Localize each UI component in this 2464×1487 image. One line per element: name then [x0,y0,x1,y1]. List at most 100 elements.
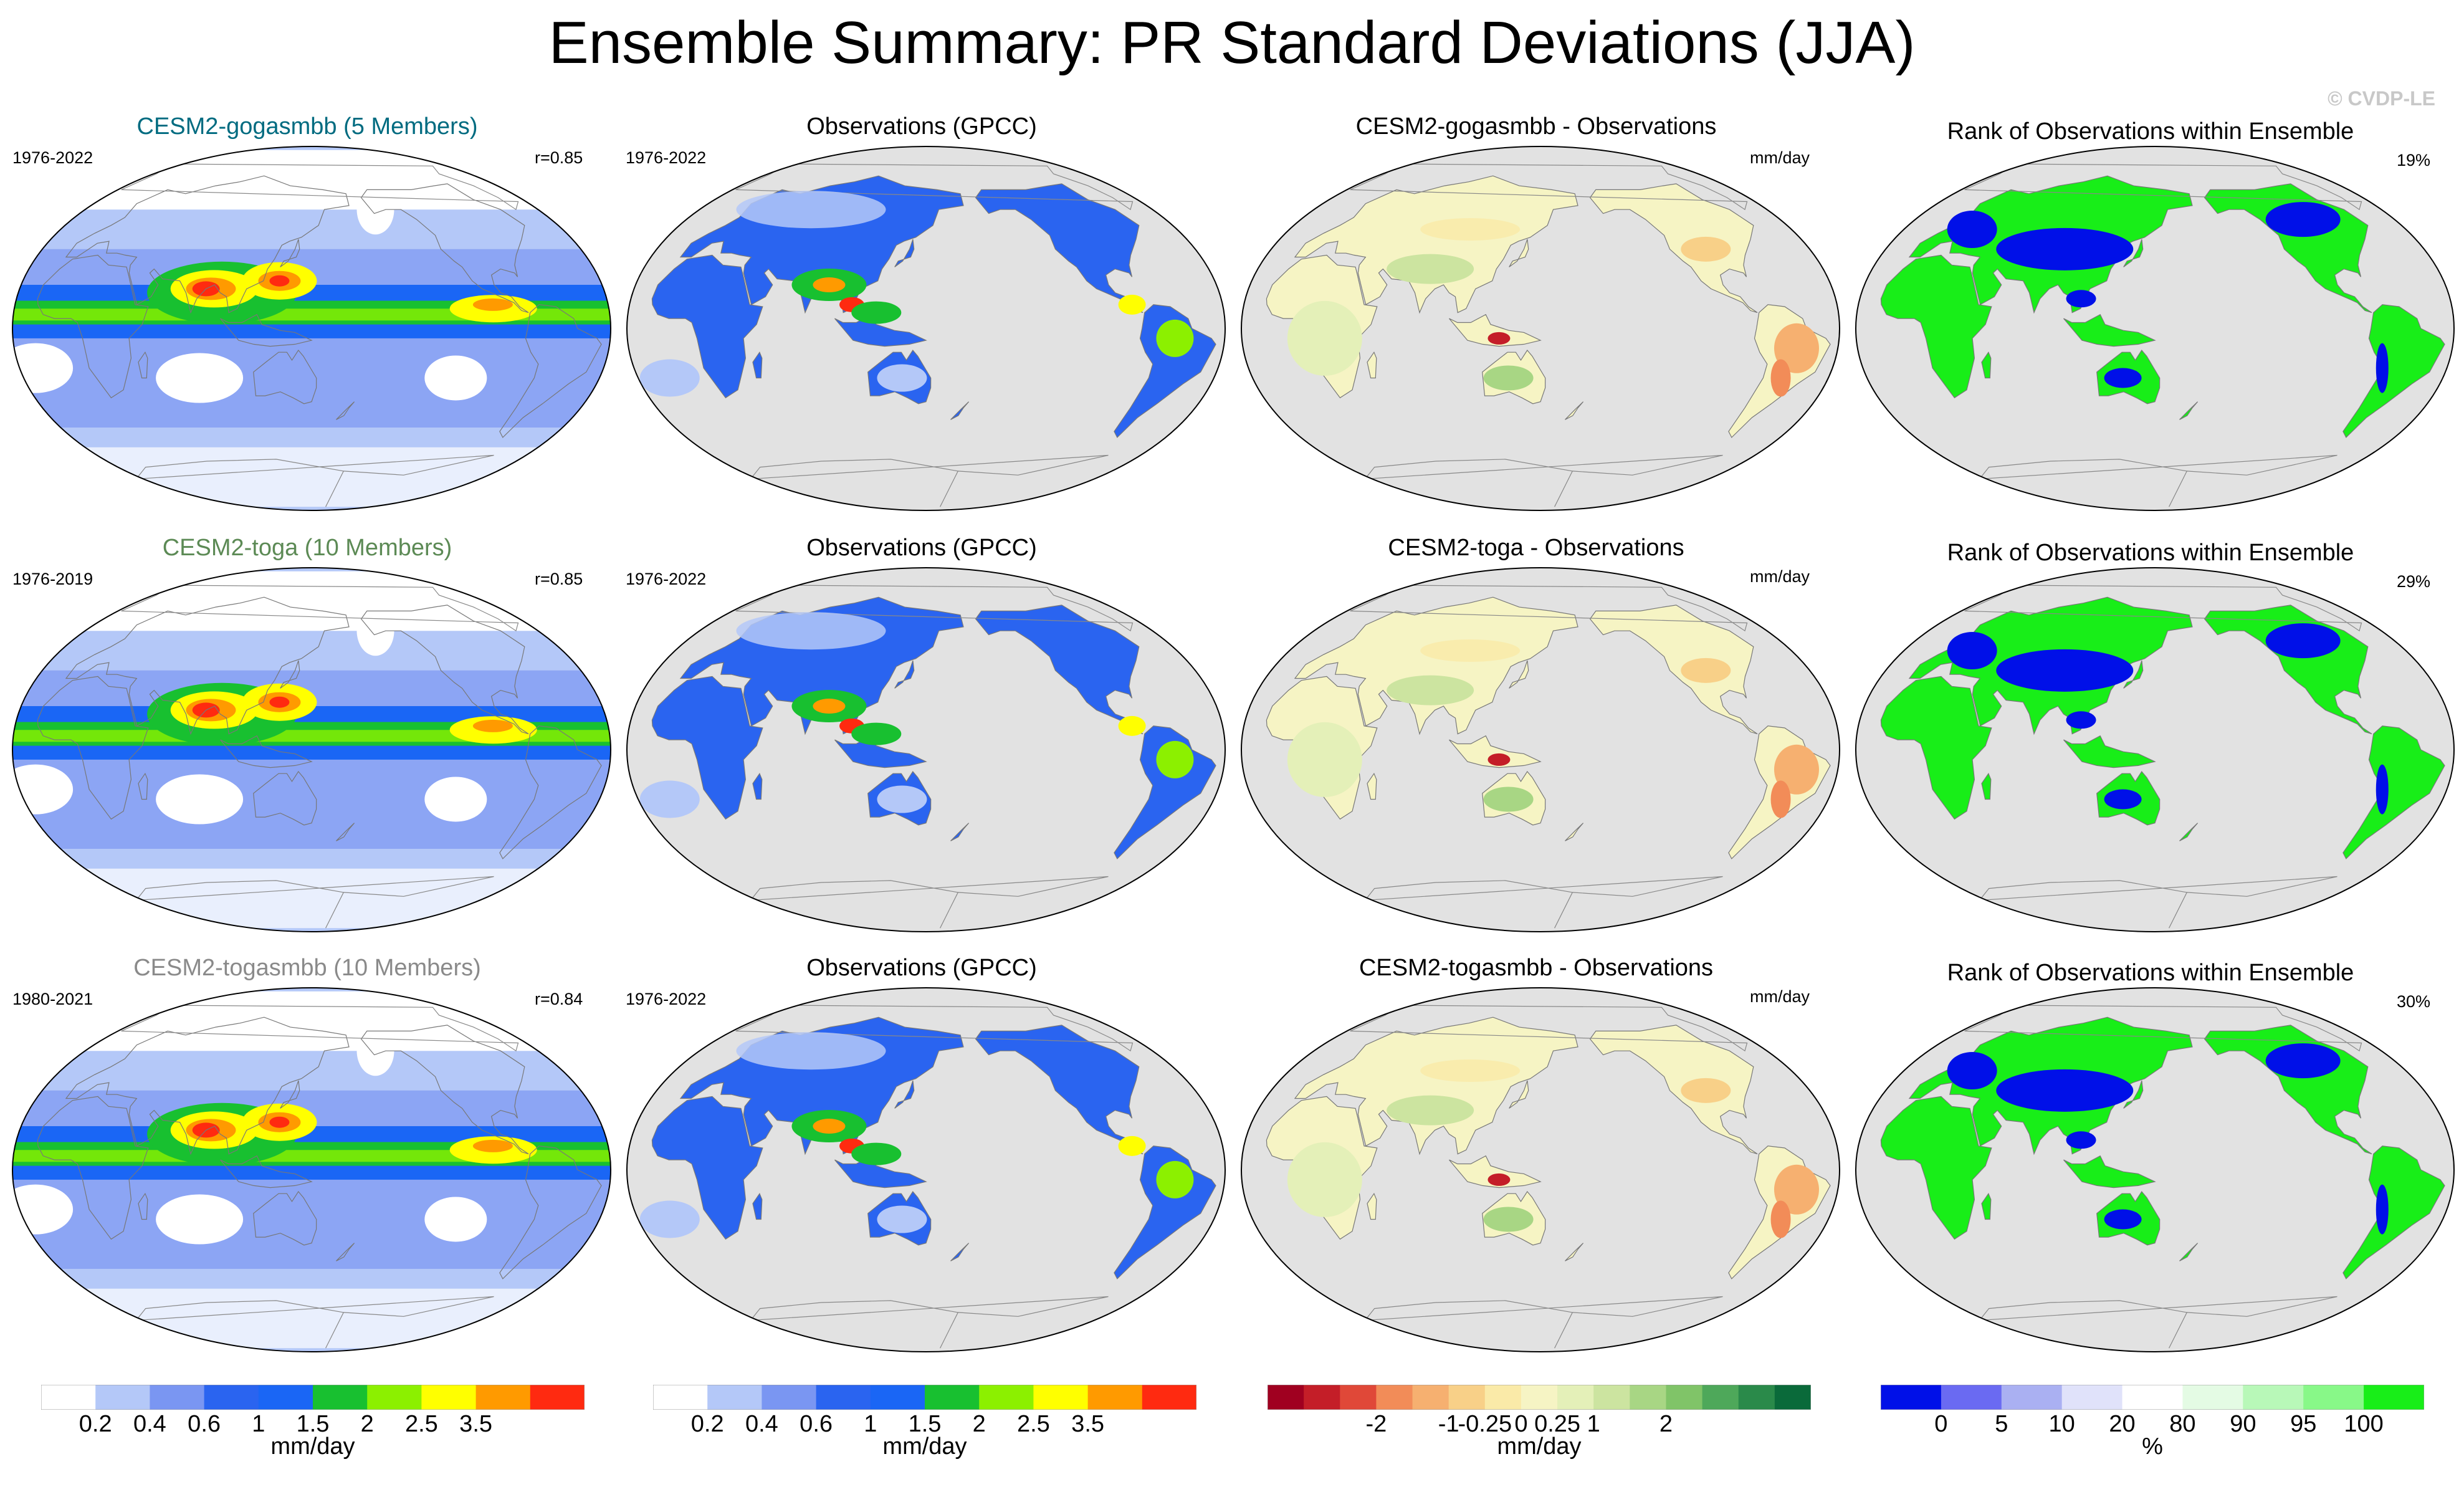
stdev-colorbar [653,1385,1196,1410]
colorbar-tick-label: 80 [2169,1411,2196,1437]
colorbar-swatch [1087,1385,1143,1410]
colorbar-tick-label: 2 [360,1411,374,1437]
colorbar-swatch [707,1385,762,1410]
diff-units: mm/day [1750,987,1810,1006]
stdev-colorbar [41,1385,585,1410]
colorbar-swatch [870,1385,925,1410]
pattern-correlation: r=0.85 [535,148,583,167]
colorbar-swatch [979,1385,1034,1410]
colorbar-tick-label: 95 [2290,1411,2317,1437]
cvdp-watermark: © CVDP-LE [2328,87,2435,110]
colorbar-ticks: 0 5 10 20 80 90 95 100 [1881,1410,2424,1440]
obs-years: 1976-2022 [626,570,707,588]
colorbar-swatch [2061,1385,2123,1410]
colorbar-tick-label: 0.2 [79,1411,112,1437]
colorbar-tick-label: 100 [2344,1411,2384,1437]
colorbar-swatch [1941,1385,2002,1410]
colorbar-swatch [41,1385,96,1410]
colorbar-label: % [2142,1433,2163,1460]
model-stdev-map [12,567,611,932]
pattern-correlation: r=0.84 [535,990,583,1008]
colorbar-swatch [1738,1385,1775,1410]
colorbar-swatch [1412,1385,1449,1410]
colorbar-swatch [2182,1385,2243,1410]
colorbar-tick-label: 0.4 [745,1411,778,1437]
colorbar-swatch [925,1385,980,1410]
rank-map [1855,987,2455,1352]
colorbar-tick-label: 3.5 [1071,1411,1105,1437]
obs-panel-title: Observations (GPCC) [806,535,1037,561]
colorbar-tick-label: 90 [2230,1411,2256,1437]
colorbar-tick-label: 0.6 [800,1411,833,1437]
model-panel-title: CESM2-toga (10 Members) [162,535,452,561]
rank-map [1855,146,2455,511]
colorbar-swatch [1630,1385,1667,1410]
colorbar-tick-label: 20 [2109,1411,2136,1437]
colorbar-tick-label: 2.5 [404,1411,438,1437]
colorbar-tick-label: 1 [1587,1411,1600,1437]
difference-map [1241,567,1840,932]
model-panel-title: CESM2-gogasmbb (5 Members) [136,113,478,140]
colorbar-swatch [1521,1385,1558,1410]
obs-panel-title: Observations (GPCC) [806,113,1037,140]
colorbar-swatch [95,1385,150,1410]
rank-map [1855,567,2455,932]
colorbar-label: mm/day [882,1433,967,1460]
colorbar-tick-label: 10 [2048,1411,2075,1437]
colorbar-swatch [816,1385,871,1410]
difference-colorbar [1268,1385,1811,1410]
colorbar-swatch [1774,1385,1811,1410]
colorbar-swatch [1557,1385,1594,1410]
colorbar-swatch [530,1385,585,1410]
colorbar-tick-label: 3.5 [459,1411,493,1437]
colorbar-tick-label: -2 [1365,1411,1387,1437]
colorbar-ticks: 0.2 0.4 0.6 1 1.5 2 2.5 3.5 [41,1410,585,1440]
colorbar-swatch [1666,1385,1703,1410]
diff-panel-title: CESM2-toga - Observations [1388,535,1684,561]
colorbar-swatch [653,1385,708,1410]
rank-panel-title: Rank of Observations within Ensemble [1947,960,2354,986]
colorbar-swatch [2122,1385,2184,1410]
rank-colorbar [1881,1385,2424,1410]
colorbar-tick-label: 0.6 [188,1411,221,1437]
colorbar-swatch [367,1385,422,1410]
colorbar-tick-label: 1 [252,1411,265,1437]
obs-stdev-map [626,146,1226,511]
model-years: 1980-2021 [12,990,93,1008]
colorbar-swatch [475,1385,531,1410]
colorbar-tick-label: 0.4 [133,1411,166,1437]
rank-panel-title: Rank of Observations within Ensemble [1947,118,2354,145]
obs-stdev-map [626,987,1226,1352]
colorbar-label: mm/day [270,1433,355,1460]
colorbar-swatch [1033,1385,1089,1410]
model-stdev-map [12,987,611,1352]
colorbar-tick-label: 2 [972,1411,986,1437]
difference-map [1241,146,1840,511]
colorbar-swatch [1881,1385,1942,1410]
colorbar-tick-label: 1 [864,1411,877,1437]
colorbar-swatch [762,1385,817,1410]
model-stdev-map [12,146,611,511]
colorbar-swatch [313,1385,368,1410]
figure-title: Ensemble Summary: PR Standard Deviations… [548,9,1916,76]
colorbar-ticks: -2 -1 -0.25 0 0.25 1 2 [1268,1410,1811,1440]
diff-units: mm/day [1750,148,1810,167]
colorbar-swatch [421,1385,477,1410]
colorbar-swatch [1376,1385,1413,1410]
colorbar-tick-label: 0 [1934,1411,1948,1437]
rank-percent: 30% [2397,992,2431,1011]
colorbar-swatch [2001,1385,2063,1410]
rank-panel-title: Rank of Observations within Ensemble [1947,540,2354,566]
colorbar-swatch [1448,1385,1486,1410]
colorbar-swatch [1142,1385,1196,1410]
pattern-correlation: r=0.85 [535,570,583,588]
obs-years: 1976-2022 [626,148,707,167]
colorbar-swatch [2364,1385,2424,1410]
colorbar-swatch [2243,1385,2304,1410]
colorbar-swatch [1593,1385,1630,1410]
model-panel-title: CESM2-togasmbb (10 Members) [133,955,481,981]
obs-panel-title: Observations (GPCC) [806,955,1037,981]
colorbar-swatch [1702,1385,1739,1410]
colorbar-tick-label: 1.5 [296,1411,330,1437]
colorbar-swatch [204,1385,259,1410]
